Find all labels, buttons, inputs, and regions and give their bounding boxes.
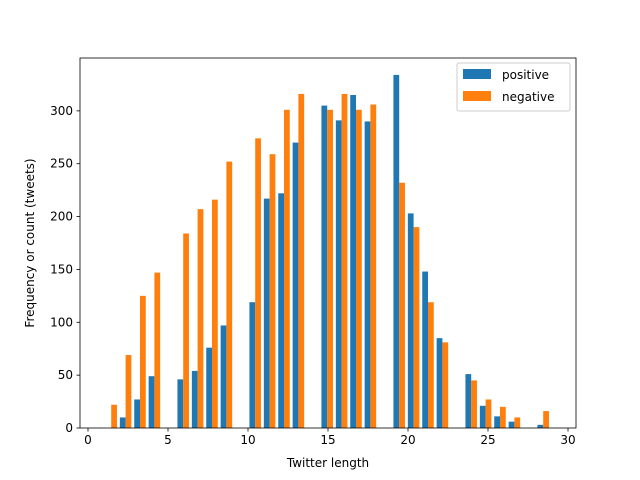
bar-positive-1 <box>119 417 126 428</box>
bar-negative-2 <box>140 295 146 428</box>
bar-positive-3 <box>148 376 155 428</box>
x-tick-label: 10 <box>240 433 255 447</box>
y-tick-label: 100 <box>50 315 73 329</box>
x-tick-label: 20 <box>400 433 415 447</box>
y-tick-label: 0 <box>65 421 73 435</box>
bar-positive-15 <box>321 105 328 428</box>
bar-negative-7 <box>212 199 218 428</box>
bar-negative-17 <box>356 109 362 429</box>
x-ticks: 0 5 10 15 20 25 30 <box>84 428 576 447</box>
x-tick-label: 5 <box>164 433 172 447</box>
bar-positive-12 <box>278 193 284 428</box>
bar-positive-28 <box>508 421 515 428</box>
bar-negative-6 <box>197 209 204 428</box>
bar-positive-8 <box>220 325 227 428</box>
bar-positive-20 <box>393 74 400 428</box>
bar-negative-25 <box>471 380 477 428</box>
bar-negative-23 <box>442 342 449 428</box>
x-tick-label: 0 <box>84 433 92 447</box>
bar-positive-23 <box>436 338 443 428</box>
bar-negative-20 <box>399 182 405 428</box>
bar-positive-25 <box>465 374 472 428</box>
bar-negative-0 <box>111 404 117 428</box>
x-tick-label: 25 <box>480 433 495 447</box>
bar-negative-21 <box>413 227 420 428</box>
bar-positive-16 <box>335 120 342 429</box>
bar-positive-30 <box>537 424 544 428</box>
bar-negative-10 <box>255 138 261 428</box>
bar-positive-5 <box>177 379 184 428</box>
y-axis-label: Frequency or count (tweets) <box>23 158 37 327</box>
bar-positive-27 <box>494 416 500 428</box>
bars-layer <box>111 74 549 429</box>
bar-positive-26 <box>479 405 486 428</box>
bar-positive-22 <box>422 271 428 428</box>
bar-negative-18 <box>370 104 377 428</box>
bar-negative-28 <box>514 417 521 428</box>
bar-negative-22 <box>428 302 434 428</box>
y-tick-label: 150 <box>50 262 73 276</box>
bar-negative-11 <box>269 154 276 428</box>
legend-label-negative: negative <box>502 90 554 104</box>
y-tick-label: 300 <box>50 104 73 118</box>
bar-negative-16 <box>341 93 348 428</box>
bar-negative-13 <box>298 93 305 428</box>
bar-positive-13 <box>292 142 299 428</box>
bar-positive-10 <box>249 302 256 428</box>
y-tick-label: 200 <box>50 210 73 224</box>
bar-negative-26 <box>485 399 492 428</box>
y-tick-label: 50 <box>58 368 73 382</box>
bar-positive-6 <box>191 370 198 428</box>
bar-positive-11 <box>263 198 270 428</box>
bar-negative-5 <box>183 233 189 428</box>
bar-negative-1 <box>125 355 132 428</box>
x-tick-label: 30 <box>560 433 575 447</box>
bar-negative-27 <box>500 406 506 428</box>
bar-positive-7 <box>206 347 212 428</box>
bar-negative-30 <box>543 411 549 428</box>
bar-positive-17 <box>350 95 356 428</box>
x-tick-label: 15 <box>320 433 335 447</box>
bar-negative-12 <box>284 109 290 429</box>
bar-negative-8 <box>226 161 233 428</box>
bar-positive-18 <box>364 121 371 429</box>
y-tick-label: 250 <box>50 157 73 171</box>
legend-swatch-positive <box>463 69 491 79</box>
bar-positive-21 <box>407 213 414 428</box>
bar-negative-3 <box>154 272 161 428</box>
legend-label-positive: positive <box>502 68 549 82</box>
bar-negative-15 <box>327 109 333 429</box>
x-axis-label: Twitter length <box>286 456 369 470</box>
bar-positive-2 <box>134 399 140 428</box>
legend-swatch-negative <box>463 91 491 101</box>
legend: positive negative <box>456 62 571 112</box>
y-ticks: 0 50 100 150 200 250 300 <box>50 104 80 435</box>
